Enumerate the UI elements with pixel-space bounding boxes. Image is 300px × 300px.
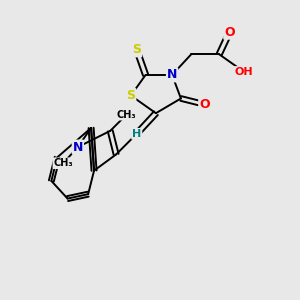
Text: O: O <box>224 26 235 39</box>
Text: OH: OH <box>235 67 254 77</box>
Text: H: H <box>132 129 141 139</box>
Text: N: N <box>73 141 83 154</box>
Text: S: S <box>126 89 135 102</box>
Text: S: S <box>132 44 141 56</box>
Text: CH₃: CH₃ <box>53 158 73 168</box>
Text: CH₃: CH₃ <box>117 110 136 120</box>
Text: O: O <box>199 98 210 111</box>
Text: N: N <box>167 68 177 81</box>
